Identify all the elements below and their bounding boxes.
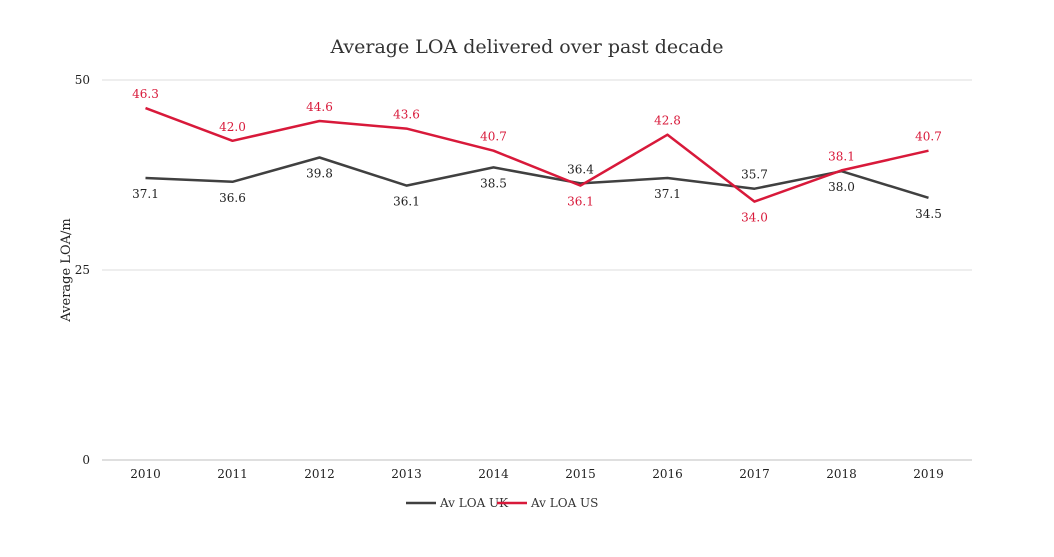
x-tick-label: 2019 <box>913 467 944 481</box>
y-axis-label: Average LOA/m <box>59 218 74 322</box>
x-tick-label: 2012 <box>304 467 335 481</box>
gridlines <box>102 79 972 461</box>
y-axis-ticks: 0 25 50 <box>75 73 90 467</box>
data-label: 40.7 <box>915 130 942 144</box>
legend-label: Av LOA UK <box>439 496 509 510</box>
legend-label: Av LOA US <box>530 496 598 510</box>
legend: Av LOA UK Av LOA US <box>406 496 598 510</box>
data-label: 43.6 <box>393 108 420 122</box>
data-label: 39.8 <box>306 167 333 181</box>
chart-title: Average LOA delivered over past decade <box>330 36 724 58</box>
data-label: 42.8 <box>654 114 681 128</box>
data-label: 42.0 <box>219 120 246 134</box>
data-label: 36.6 <box>219 191 246 205</box>
data-label: 38.5 <box>480 176 507 190</box>
data-label: 38.0 <box>828 180 855 194</box>
data-label: 37.1 <box>132 187 159 201</box>
x-axis-ticks: 2010 2011 2012 2013 2014 2015 2016 2017 2018 2019 <box>130 467 944 481</box>
x-tick-label: 2015 <box>565 467 596 481</box>
data-label: 34.0 <box>741 211 768 225</box>
data-label: 34.5 <box>915 207 942 221</box>
data-label: 40.7 <box>480 130 507 144</box>
x-tick-label: 2016 <box>652 467 683 481</box>
x-tick-label: 2011 <box>217 467 248 481</box>
x-tick-label: 2014 <box>478 467 509 481</box>
series-lines <box>145 106 929 203</box>
series-line-1 <box>145 106 929 203</box>
data-labels: 37.1 36.6 39.8 36.1 38.5 36.4 37.1 35.7 38.0 34.5… <box>132 87 942 224</box>
data-label: 36.1 <box>567 195 594 209</box>
x-tick-label: 2013 <box>391 467 422 481</box>
data-label: 36.1 <box>393 195 420 209</box>
x-tick-label: 2017 <box>739 467 770 481</box>
data-label: 37.1 <box>654 187 681 201</box>
x-tick-label: 2018 <box>826 467 857 481</box>
x-tick-label: 2010 <box>130 467 161 481</box>
data-label: 46.3 <box>132 87 159 101</box>
data-label: 44.6 <box>306 100 333 114</box>
data-label: 36.4 <box>567 162 594 176</box>
y-tick-label: 25 <box>75 263 90 277</box>
data-label: 38.1 <box>828 149 855 163</box>
series-line-0 <box>145 156 929 199</box>
y-tick-label: 0 <box>82 453 90 467</box>
y-tick-label: 50 <box>75 73 90 87</box>
data-label: 35.7 <box>741 168 768 182</box>
